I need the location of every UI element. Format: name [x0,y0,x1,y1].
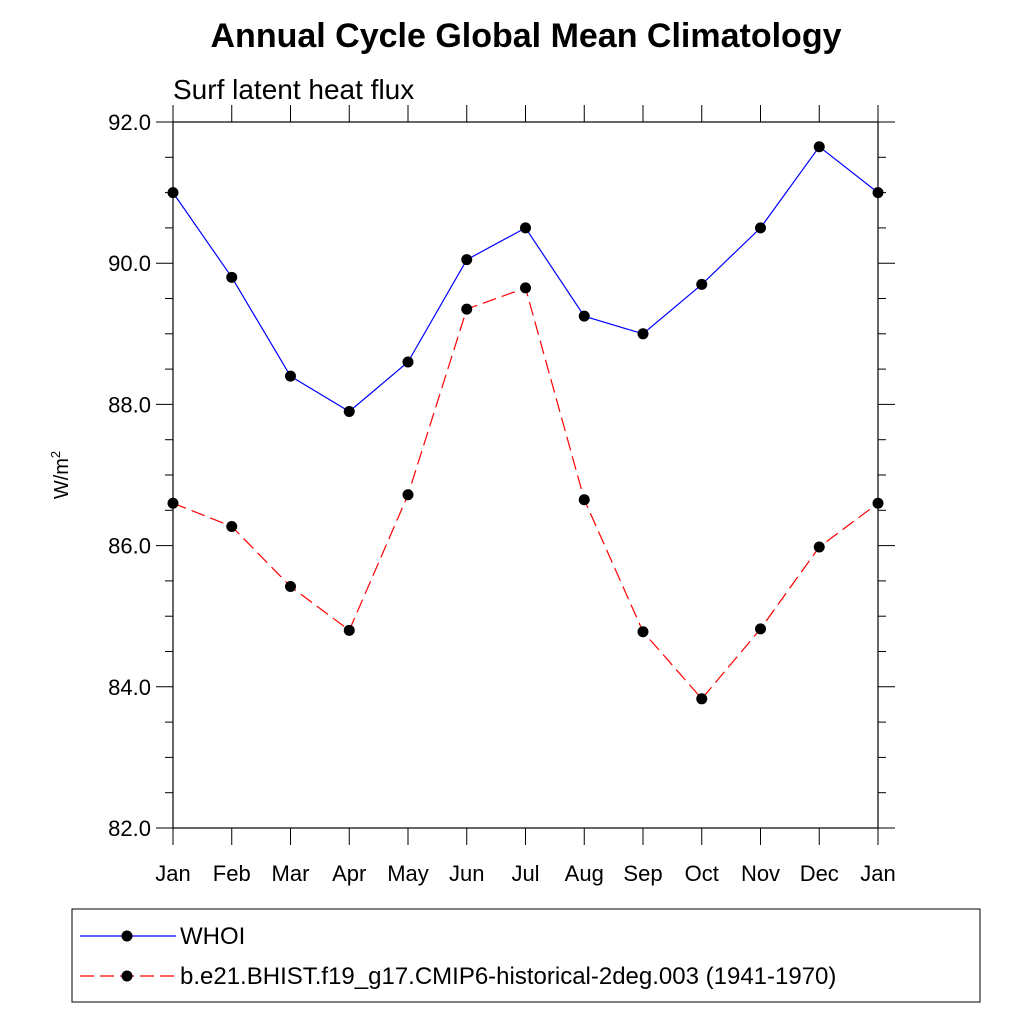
x-tick-label: Jan [155,861,190,886]
y-tick-label: 90.0 [108,251,151,276]
y-tick-label: 84.0 [108,675,151,700]
x-tick-label: Oct [685,861,719,886]
chart-subtitle: Surf latent heat flux [173,74,414,105]
x-tick-label: Mar [272,861,310,886]
series-point [696,278,708,290]
series-layer [167,141,884,705]
legend-box [71,908,981,1003]
y-axis-label: W/m2 [48,451,73,499]
series-point [285,370,296,382]
series-point [343,624,355,636]
x-tick-label: Aug [565,861,604,886]
series-point [461,303,473,315]
series-point [872,187,884,199]
y-tick-label: 88.0 [108,392,151,417]
series-point [461,254,473,266]
y-tick-label: 82.0 [108,816,151,841]
series-point [167,497,179,509]
series-point [755,623,766,635]
series-point [167,187,179,199]
legend-label: b.e21.BHIST.f19_g17.CMIP6-historical-2de… [180,963,836,990]
legend: WHOI b.e21.BHIST.f19_g17.CMIP6-historical… [80,923,836,990]
series-2 [167,282,884,705]
x-tick-label: Jul [511,861,539,886]
series-point [520,282,531,294]
axis-ticks [156,105,895,845]
series-point [226,271,238,283]
legend-marker [121,970,133,982]
x-tick-label: Apr [332,861,366,886]
series-point [285,581,296,593]
series-point [343,405,355,417]
legend-marker [121,930,133,942]
x-tick-label: Jan [860,861,895,886]
series-line [172,287,879,700]
series-point [578,310,590,322]
series-line [172,145,879,413]
x-tick-label: Dec [800,861,839,886]
x-tick-label: May [387,861,429,886]
series-point [578,494,590,506]
series-point [402,489,414,501]
series-point [520,222,531,234]
series-point [755,222,766,234]
series-point [402,356,414,368]
y-tick-label: 92.0 [108,110,151,135]
y-tick-labels: 82.0 84.0 86.0 88.0 90.0 92.0 [108,110,151,841]
x-tick-label: Sep [623,861,662,886]
series-point [872,497,884,509]
series-point [813,141,825,153]
y-axis-label-text: W/m [51,458,73,499]
series-1 [167,141,884,417]
y-axis-label-superscript: 2 [48,451,63,458]
series-point [226,521,238,533]
series-point [696,693,708,705]
series-point [637,626,649,638]
series-point [637,328,649,340]
x-tick-labels: Jan Feb Mar Apr May Jun Jul Aug Sep Oct Nov Dec Jan [155,861,895,886]
series-point [813,541,825,553]
legend-label: WHOI [180,923,245,950]
x-tick-label: Nov [741,861,780,886]
chart-title: Annual Cycle Global Mean Climatology [211,17,842,55]
y-tick-label: 86.0 [108,534,151,559]
x-tick-label: Jun [449,861,484,886]
x-tick-label: Feb [213,861,251,886]
